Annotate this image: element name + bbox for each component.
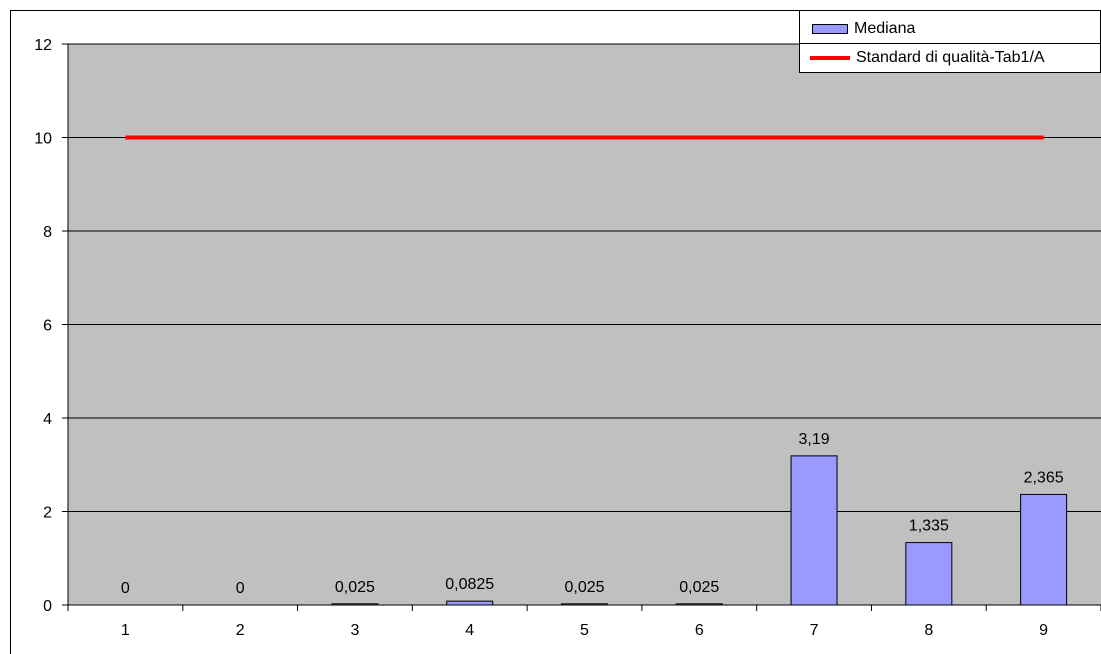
bar: [905, 542, 953, 606]
legend: Mediana Standard di qualità-Tab1/A: [799, 10, 1101, 73]
legend-line-swatch: [810, 56, 850, 60]
data-label: 3,19: [798, 431, 829, 448]
data-label: 0: [236, 580, 245, 597]
legend-label: Mediana: [854, 20, 916, 37]
y-tick-label: 6: [43, 318, 52, 335]
x-tick-label: 9: [1039, 622, 1048, 639]
legend-label: Standard di qualità-Tab1/A: [856, 49, 1045, 66]
y-tick-label: 12: [34, 37, 52, 54]
bar: [1020, 493, 1068, 606]
bar: [446, 600, 494, 606]
y-tick-label: 2: [43, 505, 52, 522]
bars: [331, 455, 1068, 606]
data-label: 0: [121, 580, 130, 597]
data-label: 2,365: [1024, 469, 1064, 486]
x-tick-label: 5: [580, 622, 589, 639]
x-tick-label: 6: [695, 622, 704, 639]
data-labels: 0 0 0,025 0,0825 0,025 0,025 3,19 1,335 2,365: [121, 431, 1064, 597]
y-tick-label: 0: [43, 598, 52, 615]
x-tick-label: 3: [350, 622, 359, 639]
data-label: 0,025: [679, 579, 719, 596]
legend-item-standard: Standard di qualità-Tab1/A: [800, 45, 1045, 71]
x-tick-label: 8: [924, 622, 933, 639]
x-tick-label: 1: [121, 622, 130, 639]
y-tick-label: 4: [43, 411, 52, 428]
y-tick-label: 10: [34, 131, 52, 148]
x-tick-label: 7: [810, 622, 819, 639]
data-label: 1,335: [909, 518, 949, 535]
data-label: 0,025: [564, 579, 604, 596]
legend-bar-swatch: [812, 24, 848, 34]
data-label: 0,0825: [445, 576, 494, 593]
y-tick-label: 8: [43, 224, 52, 241]
data-label: 0,025: [335, 579, 375, 596]
bar: [790, 455, 838, 606]
x-tick-label: 2: [236, 622, 245, 639]
chart-frame: [10, 10, 1101, 654]
legend-item-mediana: Mediana: [800, 16, 915, 42]
legend-divider: [800, 43, 1100, 44]
x-tick-label: 4: [465, 622, 474, 639]
